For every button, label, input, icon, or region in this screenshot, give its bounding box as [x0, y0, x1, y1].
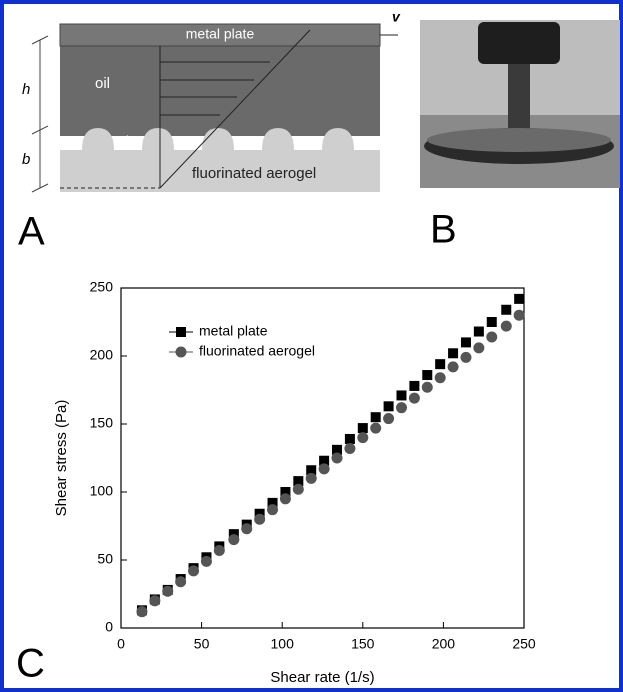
point: [395, 402, 407, 414]
point: [473, 326, 484, 337]
point: [254, 513, 266, 525]
x-tick-label: 200: [432, 636, 456, 652]
point: [162, 585, 174, 597]
plate-top: [427, 128, 611, 152]
oil-label: oil: [95, 75, 110, 92]
aerogel-label: fluorinated aerogel: [192, 165, 316, 182]
plot-frame: [120, 287, 525, 629]
profile-line: [159, 29, 311, 189]
air-label: air: [118, 133, 134, 149]
point: [501, 304, 512, 315]
point: [332, 444, 343, 455]
point: [370, 412, 381, 423]
rheometer-head: [478, 22, 560, 64]
y-tick-label: 0: [105, 619, 113, 635]
dimension-lines: [31, 35, 49, 193]
point: [305, 472, 317, 484]
point: [473, 342, 485, 354]
point: [331, 452, 343, 464]
x-tick-label: 150: [351, 636, 375, 652]
point: [447, 361, 459, 373]
point: [514, 293, 525, 304]
point: [306, 465, 317, 476]
point: [460, 337, 471, 348]
point: [486, 317, 497, 327]
y-tick-label: 100: [90, 483, 114, 499]
legend-marker: [176, 327, 186, 337]
point: [383, 401, 394, 412]
point: [344, 442, 356, 454]
y-tick-label: 150: [90, 415, 114, 431]
point: [408, 392, 420, 404]
chart: 0 50 100 150 200 250 0 50 100 150 200 250 Shear rate…: [53, 279, 536, 686]
point: [319, 455, 330, 466]
point: [292, 483, 304, 495]
shaft: [508, 64, 530, 134]
point: [344, 433, 355, 444]
panel-label: C: [16, 642, 45, 686]
point: [279, 493, 291, 505]
b-label: b: [22, 151, 30, 168]
h-label: h: [22, 81, 30, 98]
velocity-arrows: [160, 61, 270, 116]
diagram: metal plate v h oil air b fluorinated ae…: [18, 9, 401, 254]
point: [500, 320, 512, 332]
point: [460, 351, 472, 363]
plate-label: metal plate: [186, 26, 255, 42]
point: [486, 331, 498, 343]
point: [149, 595, 161, 607]
point: [383, 413, 395, 425]
x-tick-label: 250: [512, 636, 536, 652]
point: [357, 432, 369, 444]
y-tick-label: 200: [90, 347, 114, 363]
point: [448, 348, 459, 359]
x-tick-label: 50: [194, 636, 210, 652]
point: [409, 380, 420, 391]
point: [370, 422, 382, 434]
point: [175, 576, 187, 588]
point: [293, 476, 304, 487]
point: [422, 370, 433, 381]
point: [267, 497, 278, 508]
y-axis-label: Shear stress (Pa): [53, 400, 70, 517]
point: [396, 390, 407, 401]
panel-label: A: [18, 210, 45, 254]
y-tick-label: 50: [97, 551, 113, 567]
point: [213, 544, 225, 556]
point: [136, 606, 148, 618]
y-tick-label: 250: [90, 279, 114, 295]
v-label: v: [392, 9, 401, 25]
point: [228, 534, 240, 546]
legend-label: metal plate: [199, 323, 268, 339]
point: [434, 372, 446, 384]
point: [188, 565, 200, 577]
point: [357, 423, 368, 434]
legend-marker: [175, 346, 187, 358]
x-tick-label: 100: [271, 636, 295, 652]
x-tick-label: 0: [117, 636, 125, 652]
point: [267, 504, 279, 516]
point: [435, 359, 446, 370]
x-axis-label: Shear rate (1/s): [270, 669, 374, 686]
point: [241, 523, 253, 535]
point: [200, 555, 212, 567]
point: [280, 487, 291, 497]
photo: B: [420, 20, 620, 252]
panel-label: B: [430, 208, 457, 252]
point: [421, 381, 433, 393]
point: [318, 463, 330, 475]
aerogel: [60, 128, 380, 192]
point: [513, 309, 525, 321]
legend-label: fluorinated aerogel: [199, 343, 315, 359]
